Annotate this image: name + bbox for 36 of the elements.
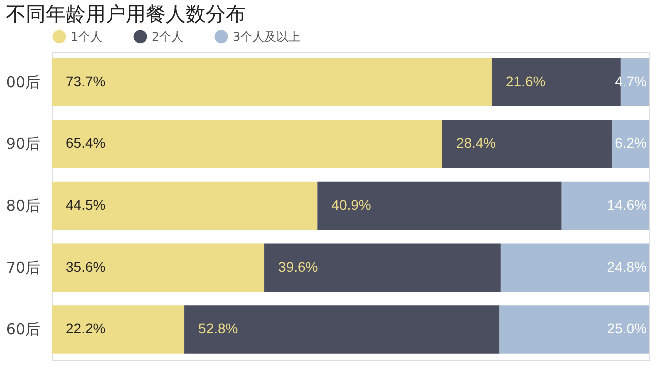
data-label: 65.4% bbox=[66, 135, 106, 152]
bar bbox=[612, 120, 649, 168]
bar bbox=[52, 306, 185, 354]
data-label: 25.0% bbox=[607, 320, 647, 337]
data-label: 52.8% bbox=[198, 320, 238, 337]
y-tick-label: 80后 bbox=[6, 197, 40, 215]
chart-title: 不同年龄用户用餐人数分布 bbox=[6, 2, 246, 26]
bar bbox=[318, 182, 562, 230]
data-label: 22.2% bbox=[66, 320, 106, 337]
data-label: 73.7% bbox=[66, 73, 106, 90]
bar bbox=[500, 306, 649, 354]
data-label: 35.6% bbox=[66, 258, 106, 275]
data-label: 39.6% bbox=[278, 258, 318, 275]
y-tick-label: 70后 bbox=[6, 258, 40, 277]
data-label: 21.6% bbox=[506, 73, 546, 90]
bar bbox=[52, 182, 318, 230]
data-label: 28.4% bbox=[456, 135, 496, 152]
y-tick-label: 90后 bbox=[6, 135, 40, 154]
legend-label: 3个人及以上 bbox=[233, 30, 301, 44]
bar bbox=[500, 244, 649, 292]
bar bbox=[264, 244, 501, 292]
bar bbox=[52, 120, 442, 168]
data-label: 40.9% bbox=[332, 197, 372, 213]
bar bbox=[184, 306, 500, 354]
bar bbox=[442, 120, 612, 168]
bar bbox=[562, 182, 649, 230]
legend-label: 2个人 bbox=[152, 30, 184, 44]
data-label: 44.5% bbox=[66, 197, 106, 213]
bar bbox=[52, 244, 265, 292]
data-label: 6.2% bbox=[615, 135, 647, 152]
data-label: 24.8% bbox=[607, 258, 647, 275]
bar bbox=[52, 58, 492, 106]
y-tick-label: 00后 bbox=[6, 73, 40, 92]
y-tick-label: 60后 bbox=[6, 320, 40, 339]
legend-label: 1个人 bbox=[71, 30, 103, 44]
data-label: 14.6% bbox=[607, 197, 647, 213]
